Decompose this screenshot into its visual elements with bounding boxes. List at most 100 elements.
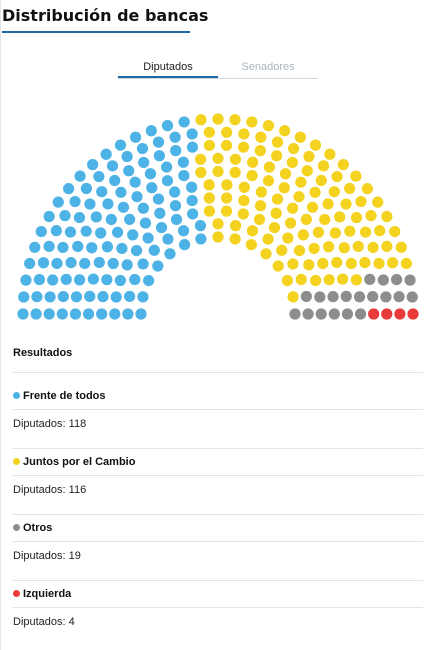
- seat-dot: [80, 182, 92, 195]
- seat-dot: [293, 191, 305, 203]
- seat-dot: [337, 273, 349, 285]
- seat-dot: [295, 273, 307, 286]
- seat-dot: [315, 174, 327, 187]
- seat-dot: [178, 169, 190, 182]
- seat-dot: [152, 193, 165, 205]
- seat-dot: [101, 241, 113, 253]
- page-title: Distribución de bancas: [2, 6, 209, 25]
- seat-dot: [203, 139, 216, 152]
- seat-dot: [255, 131, 267, 143]
- seat-dot: [312, 226, 325, 238]
- tab-diputados[interactable]: Diputados: [118, 59, 218, 78]
- seat-dot: [229, 153, 242, 165]
- seat-dot: [106, 160, 119, 172]
- seat-dot: [59, 210, 71, 222]
- seat-dot: [317, 160, 330, 172]
- seat-dot: [344, 225, 356, 237]
- seat-dot: [253, 213, 266, 226]
- seat-dot: [64, 226, 77, 238]
- seat-dot: [303, 150, 315, 163]
- party-name: Frente de todos: [13, 383, 106, 409]
- seat-dot: [137, 202, 149, 214]
- seat-dot: [107, 257, 119, 270]
- seat-dot: [143, 274, 155, 287]
- results-divider: [13, 372, 423, 373]
- seat-dot: [322, 198, 334, 210]
- seat-dot: [194, 220, 207, 232]
- seat-dot: [386, 257, 399, 269]
- seat-dot: [95, 227, 107, 239]
- seat-dot: [37, 257, 50, 269]
- seat-dot: [254, 145, 266, 157]
- seat-dot: [212, 152, 224, 164]
- seat-dot: [152, 260, 164, 272]
- seat-dot: [154, 207, 166, 219]
- seat-dot: [271, 193, 284, 205]
- seat-dot: [374, 225, 386, 237]
- seat-dot: [323, 274, 335, 286]
- seat-dot: [329, 227, 341, 239]
- seat-dot: [331, 256, 343, 269]
- party-color-dot: [13, 524, 20, 531]
- seat-dot: [144, 168, 157, 180]
- seat-dot: [303, 259, 315, 271]
- seat-dot: [272, 260, 284, 272]
- seat-dot: [295, 176, 307, 188]
- seat-dot: [84, 290, 96, 302]
- seat-dot: [306, 201, 319, 213]
- seat-dot: [302, 308, 314, 320]
- seat-dot: [364, 273, 376, 285]
- seat-dot: [155, 221, 168, 234]
- seat-dot: [137, 258, 149, 270]
- seat-dot: [60, 273, 72, 285]
- seat-dot: [263, 161, 276, 173]
- seat-dot: [287, 258, 299, 270]
- seat-dot: [212, 218, 224, 230]
- seat-dot: [30, 308, 42, 320]
- tab-senadores[interactable]: Senadores: [241, 61, 295, 73]
- seat-dot: [355, 195, 367, 208]
- seat-dot: [87, 159, 99, 171]
- seat-dot: [142, 232, 154, 244]
- seat-dot: [101, 274, 113, 286]
- seat-dot: [161, 120, 174, 132]
- party-name: Juntos por el Cambio: [13, 449, 135, 475]
- seat-dot: [47, 274, 59, 286]
- seat-dot: [136, 142, 149, 155]
- seat-dot: [297, 229, 309, 241]
- seat-dot: [84, 198, 96, 210]
- seat-dot: [220, 205, 233, 217]
- seat-dot: [139, 217, 152, 229]
- seat-dot: [229, 220, 242, 232]
- seat-dot: [169, 186, 181, 198]
- seat-dot: [310, 274, 322, 287]
- seat-dot: [43, 210, 55, 223]
- divider: [13, 475, 423, 476]
- seat-dot: [254, 200, 267, 212]
- party-name: Otros: [13, 515, 52, 541]
- seat-dot: [56, 308, 68, 320]
- seat-dot: [114, 139, 127, 151]
- seat-dot: [69, 308, 82, 320]
- seat-dot: [162, 233, 174, 245]
- panel-border: [0, 0, 1, 650]
- seat-dot: [365, 210, 377, 222]
- seat-dot: [195, 233, 207, 245]
- seat-dot: [138, 156, 150, 169]
- seat-dot: [80, 225, 92, 237]
- seat-dot: [314, 291, 326, 303]
- seat-dot: [309, 139, 322, 151]
- seat-dot: [79, 257, 91, 270]
- seat-dot: [148, 244, 160, 256]
- party-color-dot: [13, 458, 20, 465]
- seat-dot: [350, 170, 362, 182]
- seat-dot: [212, 231, 224, 243]
- seat-dot: [331, 170, 343, 183]
- seat-dot: [50, 225, 62, 237]
- seat-dot: [270, 207, 282, 219]
- seat-dot: [24, 257, 36, 270]
- seat-dot: [178, 116, 190, 128]
- seat-dot: [160, 161, 173, 173]
- seat-dot: [350, 211, 363, 224]
- seat-dot: [73, 211, 86, 224]
